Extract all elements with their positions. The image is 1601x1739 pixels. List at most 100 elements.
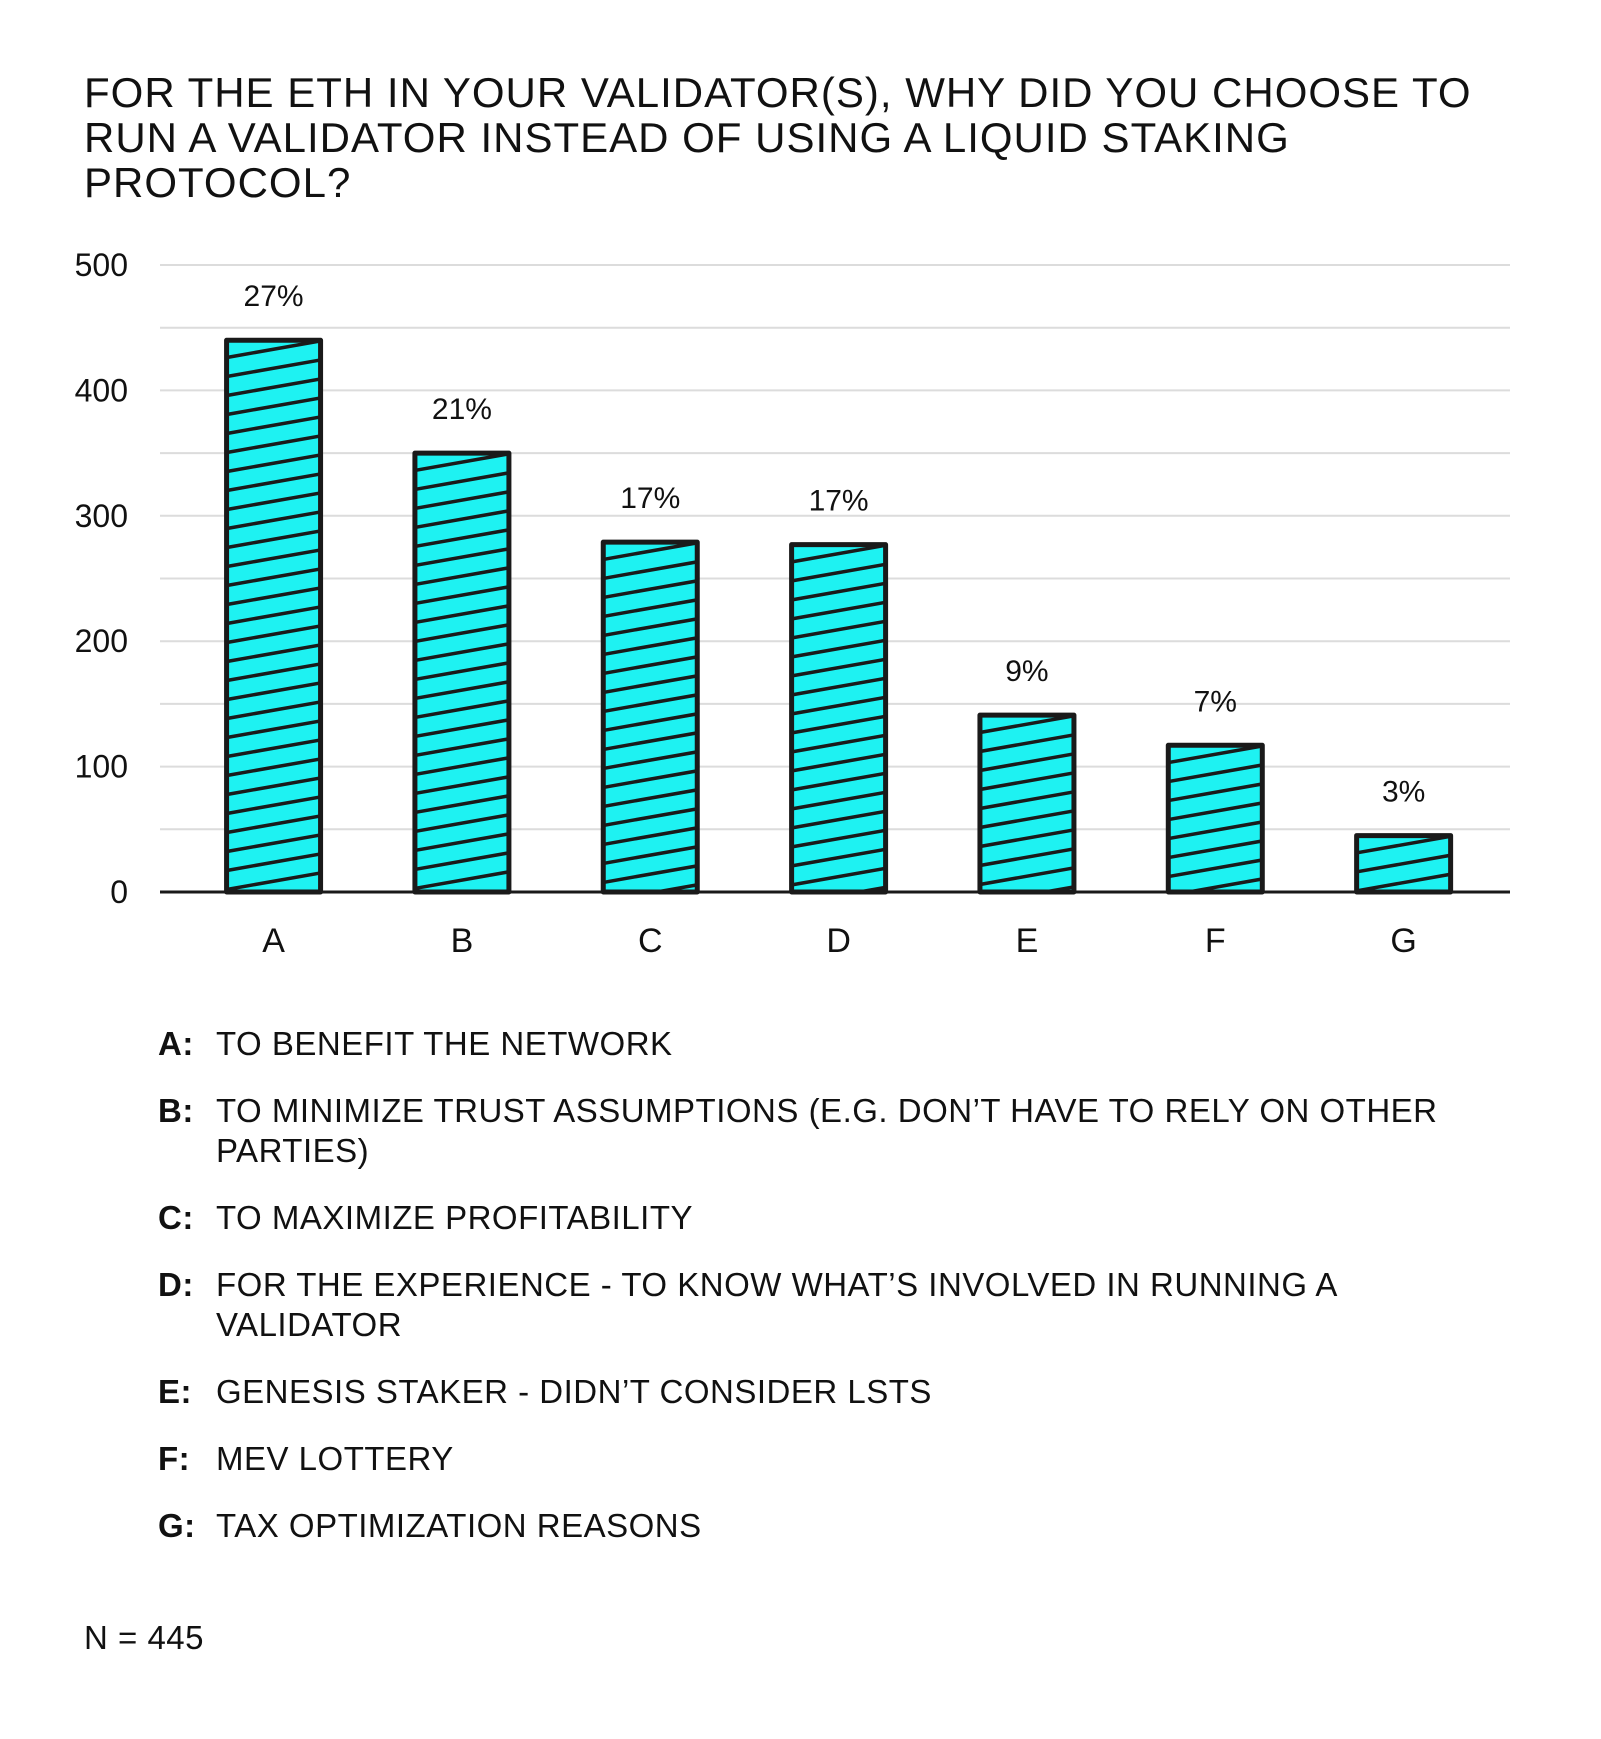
hatch-stroke	[226, 757, 321, 778]
bar-f	[1165, 742, 1265, 895]
legend-text-d: For the experience - to know what’s invo…	[216, 1266, 1337, 1343]
hatch-stroke	[979, 809, 1074, 830]
legend-item-d: D: For the experience - to know what’s i…	[158, 1265, 1458, 1345]
hatch-stroke	[226, 415, 321, 436]
hatch-stroke	[226, 340, 321, 360]
hatch-stroke	[414, 453, 509, 473]
data-label-a: 27%	[244, 280, 304, 313]
bar-c	[600, 539, 700, 895]
x-axis-ticks: A B C D E F G	[262, 922, 1417, 960]
hatch-stroke	[226, 624, 321, 645]
hatch-stroke	[1447, 891, 1451, 893]
bars	[224, 337, 1454, 895]
hatch-stroke	[791, 752, 886, 773]
hatch-stroke	[979, 733, 1074, 754]
hatch-stroke	[791, 562, 886, 583]
hatch-stroke	[791, 733, 886, 754]
data-label-f: 7%	[1194, 685, 1237, 718]
hatch-stroke	[414, 490, 509, 511]
hatch-stroke	[226, 434, 321, 455]
hatch-stroke	[226, 548, 321, 569]
hatch-stroke	[603, 598, 698, 619]
x-tick-label-g: G	[1390, 922, 1416, 960]
legend-item-a: A: To benefit the network	[158, 1024, 1458, 1064]
hatch-stroke	[603, 693, 698, 714]
hatch-stroke	[1034, 885, 1074, 892]
hatch-stroke	[226, 833, 321, 854]
hatch-stroke	[414, 851, 509, 872]
hatch-stroke	[226, 567, 321, 588]
hatch-stroke	[414, 661, 509, 682]
x-tick-label-c: C	[638, 922, 663, 960]
bar-hatching	[603, 542, 698, 892]
x-tick-label-f: F	[1205, 922, 1226, 960]
hatch-stroke	[414, 775, 509, 796]
bar-chart: 0 100 200 300 400 500 A B C D E F G 27% 21% 17% 17% 9% 7…	[75, 247, 1510, 960]
hatch-stroke	[791, 695, 886, 716]
bar-hatching	[414, 453, 509, 892]
hatch-stroke	[1168, 801, 1263, 822]
y-tick-label: 500	[75, 247, 128, 283]
hatch-stroke	[414, 604, 509, 625]
y-tick-label: 300	[75, 498, 128, 534]
hatch-stroke	[414, 794, 509, 815]
legend-text-c: To maximize profitability	[216, 1199, 693, 1236]
bar-hatching	[1356, 835, 1451, 893]
hatch-stroke	[791, 847, 886, 868]
hatch-stroke	[979, 866, 1074, 887]
hatch-stroke	[1356, 872, 1451, 893]
legend-key-b: B:	[158, 1092, 194, 1129]
x-tick-label-e: E	[1016, 922, 1039, 960]
hatch-stroke	[1168, 858, 1263, 879]
hatch-stroke	[414, 566, 509, 587]
hatch-stroke	[603, 636, 698, 657]
hatch-stroke	[603, 769, 698, 790]
hatch-stroke	[791, 657, 886, 678]
hatch-stroke	[603, 788, 698, 809]
hatch-stroke	[1168, 763, 1263, 784]
y-axis-ticks: 0 100 200 300 400 500	[75, 247, 128, 910]
hatch-stroke	[226, 738, 321, 759]
hatch-stroke	[226, 662, 321, 683]
bar-a	[224, 337, 324, 895]
hatch-stroke	[603, 807, 698, 828]
data-labels: 27% 21% 17% 17% 9% 7% 3%	[244, 280, 1426, 808]
legend-key-e: E:	[158, 1373, 192, 1410]
hatch-stroke	[603, 826, 698, 847]
hatch-stroke	[1168, 782, 1263, 803]
hatch-stroke	[791, 771, 886, 792]
hatch-stroke	[603, 617, 698, 638]
hatch-stroke	[414, 718, 509, 739]
hatch-stroke	[414, 585, 509, 606]
legend-item-f: F: MEV lottery	[158, 1439, 1458, 1479]
hatch-stroke	[603, 542, 698, 562]
legend-key-d: D:	[158, 1266, 194, 1303]
hatch-stroke	[414, 471, 509, 492]
hatch-stroke	[414, 756, 509, 777]
hatch-stroke	[979, 752, 1074, 773]
hatch-stroke	[226, 643, 321, 664]
hatch-stroke	[414, 832, 509, 853]
hatch-stroke	[979, 771, 1074, 792]
sample-size: N = 445	[84, 1619, 204, 1656]
hatch-stroke	[226, 814, 321, 835]
hatch-stroke	[414, 699, 509, 720]
hatch-stroke	[414, 680, 509, 701]
legend-text-g: Tax optimization reasons	[216, 1507, 702, 1544]
hatch-stroke	[226, 377, 321, 398]
hatch-stroke	[226, 605, 321, 626]
data-label-b: 21%	[432, 393, 492, 426]
bar-hatching	[979, 715, 1074, 892]
hatch-stroke	[226, 453, 321, 474]
hatch-stroke	[979, 715, 1074, 735]
legend-key-f: F:	[158, 1440, 191, 1477]
hatch-stroke	[226, 719, 321, 740]
hatch-stroke	[603, 750, 698, 771]
hatch-stroke	[791, 828, 886, 849]
hatch-stroke	[226, 700, 321, 721]
bar-hatching	[1168, 745, 1263, 892]
hatch-stroke	[603, 731, 698, 752]
y-tick-label: 0	[110, 874, 128, 910]
hatch-stroke	[226, 510, 321, 531]
hatch-stroke	[414, 737, 509, 758]
